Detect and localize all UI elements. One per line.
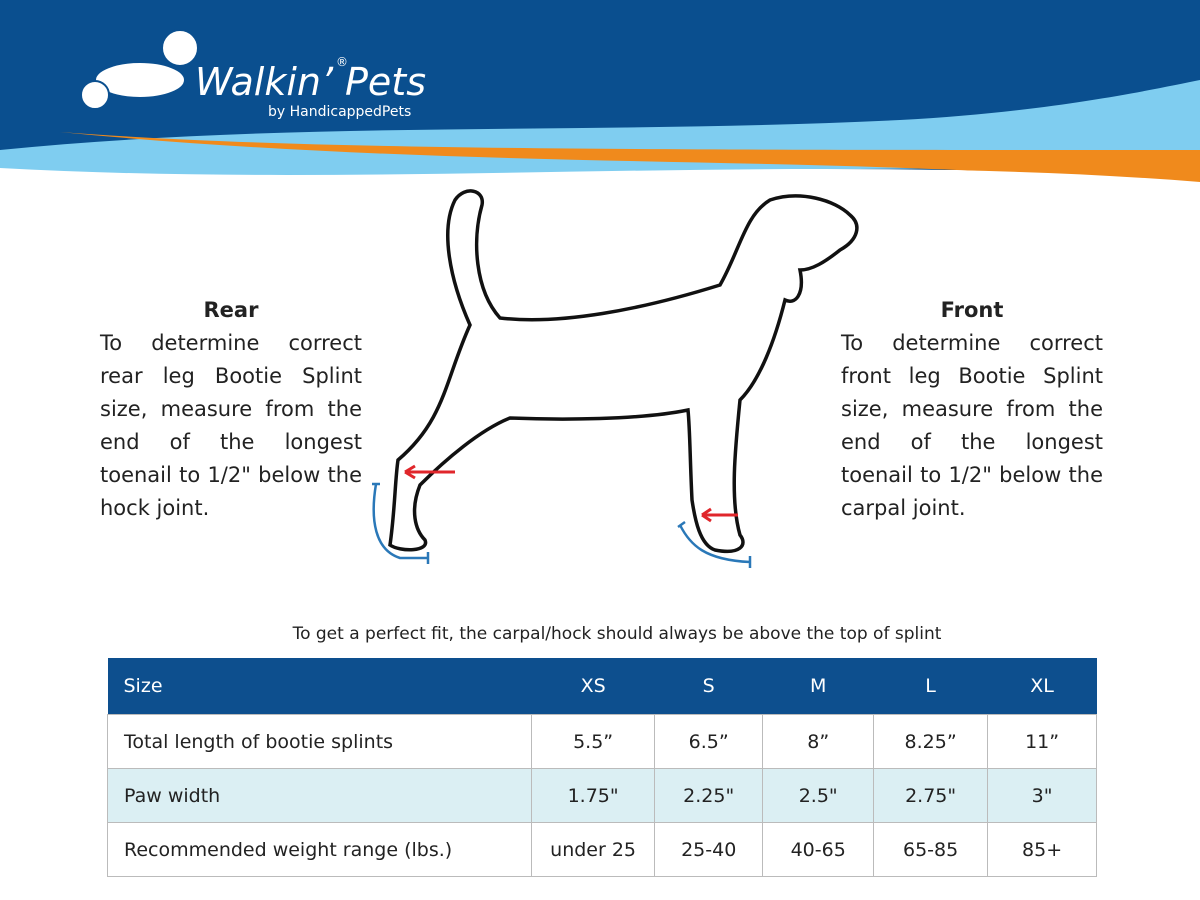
header-cell: L — [873, 658, 988, 715]
table-cell: 8.25” — [873, 714, 989, 769]
front-block: Front To determine correct front leg Boo… — [841, 294, 1103, 525]
front-title: Front — [940, 298, 1004, 322]
rear-title: Rear — [203, 298, 259, 322]
front-text: To determine correct front leg Bootie Sp… — [841, 331, 1103, 520]
header-cell: Size — [107, 658, 532, 715]
rear-block: Rear To determine correct rear leg Booti… — [100, 294, 362, 525]
table-cell: 2.25" — [654, 768, 764, 823]
table-row: Paw width 1.75" 2.25" 2.5" 2.75" 3" — [106, 768, 1097, 823]
table-cell: 65-85 — [873, 822, 989, 877]
table-cell: 1.75" — [531, 768, 656, 823]
table-cell: 3" — [987, 768, 1097, 823]
table-cell: 5.5” — [531, 714, 656, 769]
table-cell: Paw width — [106, 768, 533, 823]
rear-measure — [372, 482, 430, 564]
illustration: Walkin’ ® Pets by HandicappedPets — [0, 0, 1200, 568]
header-cell: XL — [987, 658, 1097, 715]
table-cell: 25-40 — [654, 822, 764, 877]
rear-arrow — [404, 464, 455, 480]
header-row: Size XS S M L XL — [107, 658, 1097, 715]
header-cell: S — [654, 658, 763, 715]
logo-tagline: by HandicappedPets — [268, 104, 411, 120]
table-cell: 6.5” — [654, 714, 764, 769]
logo-dog — [80, 29, 199, 110]
table-cell: 2.5" — [762, 768, 875, 823]
table-cell: Total length of bootie splints — [106, 714, 533, 769]
logo-word1: Walkin’ — [195, 60, 334, 104]
table-row: Total length of bootie splints 5.5” 6.5” 8”… — [106, 714, 1097, 769]
size-table: Size XS S M L XL Total length of bootie splint… — [106, 658, 1097, 877]
table-row: Recommended weight range (lbs.) under 25 2… — [106, 822, 1097, 877]
logo-mark: ® — [336, 55, 348, 69]
header-cell: XS — [531, 658, 655, 715]
table-cell: under 25 — [531, 822, 656, 877]
wave-white — [0, 168, 1200, 200]
header-cell: M — [762, 658, 874, 715]
fit-note: To get a perfect fit, the carpal/hock sh… — [292, 624, 942, 644]
logo-word2: Pets — [345, 60, 426, 104]
table-cell: 2.75" — [873, 768, 989, 823]
front-arrow — [701, 507, 738, 523]
front-measure — [677, 520, 752, 568]
wave-orange — [60, 132, 1200, 190]
dog-outline — [388, 189, 859, 553]
table-cell: Recommended weight range (lbs.) — [106, 822, 533, 877]
table-cell: 40-65 — [762, 822, 875, 877]
rear-text: To determine correct rear leg Bootie Spl… — [100, 331, 362, 520]
table-cell: 85+ — [987, 822, 1097, 877]
table-cell: 11” — [987, 714, 1097, 769]
table-cell: 8” — [762, 714, 875, 769]
